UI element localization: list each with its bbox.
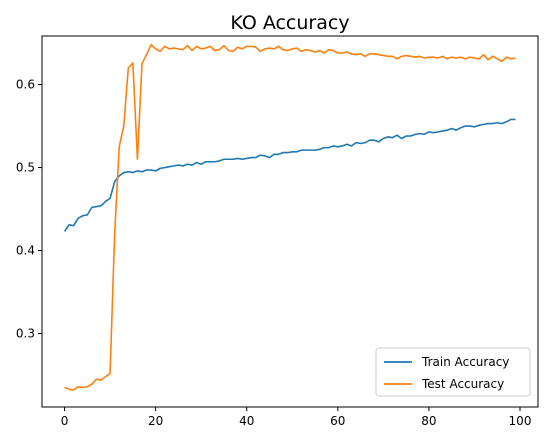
legend: Train Accuracy Test Accuracy	[375, 347, 531, 397]
x-tick-label: 80	[421, 414, 436, 428]
x-tick-label: 20	[148, 414, 163, 428]
x-tick-label: 60	[330, 414, 345, 428]
series-line-train-accuracy	[63, 118, 516, 232]
x-axis-ticks: 0 20 40 60 80 100	[61, 407, 532, 428]
legend-label-test: Test Accuracy	[421, 377, 504, 391]
y-tick-label: 0.6	[16, 78, 35, 92]
y-axis-ticks: 0.3 0.4 0.5 0.6	[16, 78, 42, 341]
x-tick-label: 100	[509, 414, 532, 428]
series-line-test-accuracy	[64, 43, 516, 391]
legend-box	[375, 347, 531, 397]
y-tick-label: 0.4	[16, 244, 35, 258]
x-tick-label: 0	[61, 414, 69, 428]
legend-label-train: Train Accuracy	[421, 355, 509, 369]
y-tick-label: 0.5	[16, 161, 35, 175]
plot-lines	[63, 43, 516, 391]
y-tick-label: 0.3	[16, 327, 35, 341]
x-tick-label: 40	[239, 414, 254, 428]
chart-title: KO Accuracy	[230, 12, 349, 34]
plot-frame	[41, 35, 539, 408]
